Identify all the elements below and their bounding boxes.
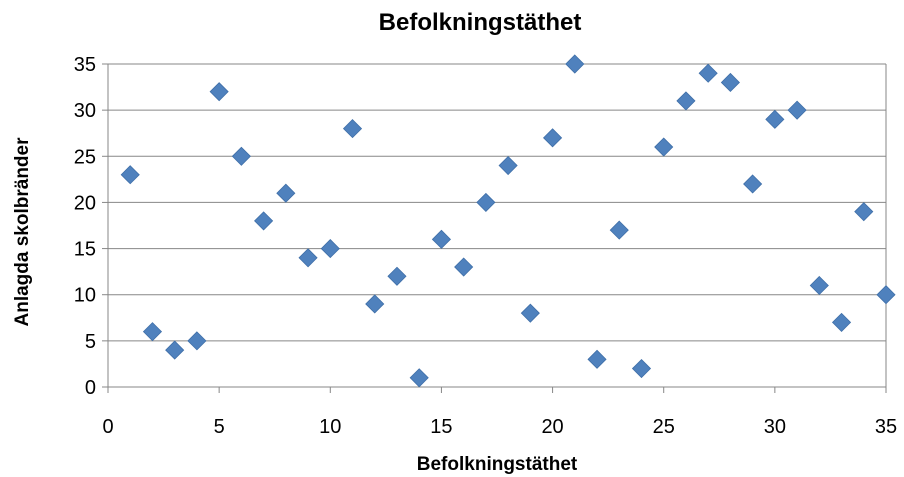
data-point [231,146,251,166]
data-point [765,109,785,129]
data-point [520,303,540,323]
data-point [498,155,518,176]
data-point [854,202,874,222]
data-point [809,275,829,296]
data-point [654,137,674,157]
x-tick-label: 20 [541,416,563,438]
y-axis-title: Anlagda skolbränder [12,137,33,327]
data-point [431,229,451,249]
data-point [543,128,563,148]
data-point [320,239,340,259]
data-point [365,294,385,314]
data-point [187,331,207,351]
data-point [631,358,652,379]
x-tick-label: 0 [102,416,113,438]
x-axis-title: Befolkningstäthet [417,454,578,475]
data-point [476,192,496,212]
data-point [142,322,163,342]
y-tick-label: 5 [85,331,96,353]
data-point [276,183,296,203]
y-tick-labels: 0 5 10 15 20 25 30 35 [74,54,96,399]
data-point [342,119,363,139]
data-point [387,266,407,286]
gridlines [108,63,886,342]
data-point [676,91,696,111]
y-tick-label: 15 [74,239,96,261]
data-point [298,248,318,268]
data-point [787,100,807,120]
data-point [454,257,474,277]
data-point [720,72,740,93]
axes [102,63,887,393]
data-point [120,165,140,185]
data-point [209,82,229,102]
x-tick-label: 5 [214,416,225,438]
data-point [876,285,896,305]
data-point [743,174,763,194]
y-tick-label: 35 [74,54,96,76]
data-point [165,340,185,360]
x-tick-labels: 0 5 10 15 20 25 30 35 [102,416,897,438]
y-tick-label: 0 [85,377,96,399]
x-tick-label: 10 [319,416,341,438]
data-point [698,63,718,83]
data-point [587,349,607,369]
data-point [831,312,852,332]
y-tick-label: 25 [74,146,96,168]
x-tick-label: 25 [653,416,675,438]
data-point [254,211,274,231]
data-point [609,220,629,240]
x-tick-label: 30 [764,416,786,438]
x-tick-label: 35 [875,416,897,438]
x-tick-label: 15 [430,416,452,438]
y-tick-label: 20 [74,192,96,214]
y-tick-label: 30 [74,100,96,122]
data-points [120,54,896,388]
y-tick-label: 10 [74,285,96,307]
data-point [565,54,585,74]
data-point [409,368,429,388]
chart-title: Befolkningstäthet [379,9,582,36]
